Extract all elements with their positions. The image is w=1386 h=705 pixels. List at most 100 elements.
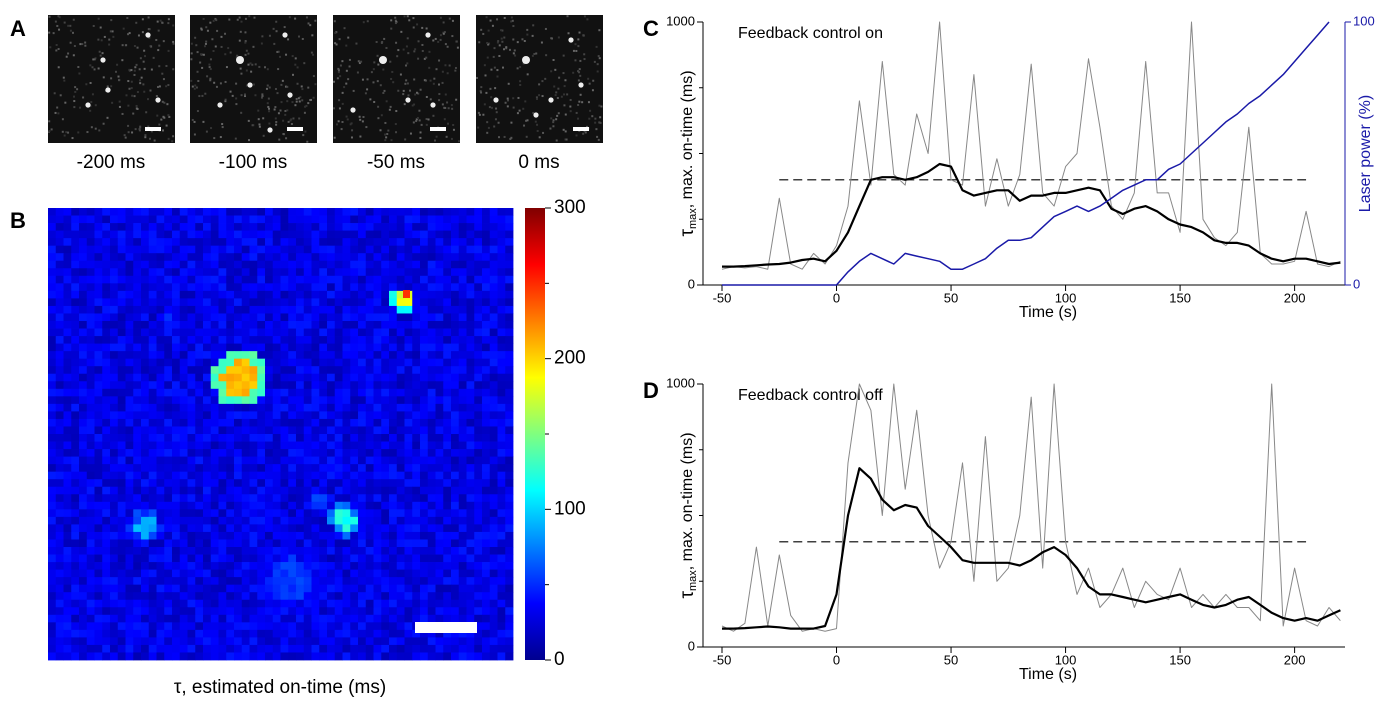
heatmap-cell (451, 577, 460, 586)
noise (372, 81, 375, 84)
heatmap-cell (373, 396, 382, 405)
heatmap-cell (226, 283, 235, 292)
heatmap-cell (342, 531, 351, 540)
noise (291, 55, 294, 58)
heatmap-cell (117, 516, 126, 525)
noise (125, 94, 128, 97)
heatmap-cell (63, 358, 72, 367)
heatmap-cell (443, 486, 452, 495)
heatmap-cell (164, 637, 173, 646)
heatmap-cell (327, 283, 336, 292)
heatmap-cell (141, 547, 150, 555)
heatmap-cell (288, 592, 297, 601)
noise (64, 101, 67, 104)
heatmap-cell (497, 418, 506, 427)
heatmap-cell (117, 343, 126, 352)
heatmap-cell (334, 426, 343, 435)
heatmap-cell (319, 298, 328, 307)
noise (277, 50, 280, 53)
heatmap-cell (203, 501, 212, 510)
heatmap-cell (319, 562, 328, 570)
heatmap-cell (226, 471, 235, 480)
heatmap-cell (497, 479, 506, 488)
noise (295, 97, 298, 100)
heatmap-cell (288, 328, 297, 337)
heatmap-cell (427, 592, 436, 601)
spot (578, 82, 584, 88)
noise (405, 45, 408, 48)
noise (578, 68, 581, 71)
noise (534, 120, 537, 123)
noise (446, 101, 449, 104)
heatmap-cell (334, 343, 343, 352)
heatmap-cell (79, 411, 88, 420)
noise (382, 68, 385, 71)
heatmap-cell (133, 479, 142, 488)
heatmap-cell (319, 501, 328, 510)
noise (417, 92, 420, 95)
noise (536, 129, 539, 132)
heatmap-cell (396, 215, 405, 224)
heatmap-cell (133, 547, 142, 555)
heatmap-cell (179, 531, 188, 540)
noise (491, 24, 494, 27)
heatmap-cell (474, 449, 483, 457)
heatmap-cell (257, 298, 266, 307)
heatmap-cell (482, 554, 491, 563)
heatmap-cell (466, 223, 475, 231)
heatmap-cell (55, 607, 64, 616)
heatmap-cell (187, 562, 196, 570)
noise (562, 54, 565, 57)
heatmap-cell (280, 358, 289, 367)
heatmap-cell (303, 524, 312, 533)
heatmap-cell (412, 426, 421, 435)
heatmap-cell (327, 358, 336, 367)
heatmap-cell (303, 351, 312, 360)
heatmap-cell (412, 260, 421, 269)
heatmap-cell (86, 411, 95, 420)
noise (569, 105, 572, 108)
heatmap-cell (342, 644, 351, 653)
heatmap-cell (412, 449, 421, 457)
heatmap-cell (466, 547, 475, 555)
noise (508, 48, 511, 51)
noise (289, 119, 292, 122)
heatmap-cell (110, 434, 119, 442)
heatmap-cell (319, 290, 328, 299)
heatmap-cell (443, 652, 452, 661)
heatmap-cell (412, 253, 421, 262)
heatmap-cell (79, 456, 88, 465)
heatmap-cell (218, 418, 227, 427)
noise (395, 131, 398, 134)
heatmap-cell (125, 260, 134, 269)
heatmap-cell (311, 305, 320, 314)
heatmap-cell (102, 637, 111, 646)
heatmap-cell (156, 524, 165, 533)
noise (240, 72, 243, 75)
heatmap-cell (365, 644, 374, 653)
heatmap-cell (311, 290, 320, 299)
heatmap-cell (296, 245, 305, 254)
heatmap-cell (265, 479, 274, 488)
noise (161, 100, 164, 103)
heatmap-cell (133, 373, 142, 382)
heatmap-cell (71, 637, 80, 646)
heatmap-cell (319, 644, 328, 653)
heatmap-cell (110, 614, 119, 623)
heatmap-cell (319, 223, 328, 231)
heatmap-cell (420, 569, 429, 578)
y-label-text: , max. on-time (ms) (679, 432, 696, 570)
noise (59, 94, 62, 97)
noise (57, 66, 60, 69)
scale-bar (415, 622, 477, 633)
heatmap-cell (203, 614, 212, 623)
noise (77, 66, 80, 69)
heatmap-cell (63, 547, 72, 555)
noise (284, 109, 287, 112)
noise (235, 82, 238, 85)
heatmap-cell (365, 577, 374, 586)
noise (220, 45, 223, 48)
noise (206, 29, 209, 32)
heatmap-cell (389, 547, 398, 555)
heatmap-cell (148, 253, 157, 262)
